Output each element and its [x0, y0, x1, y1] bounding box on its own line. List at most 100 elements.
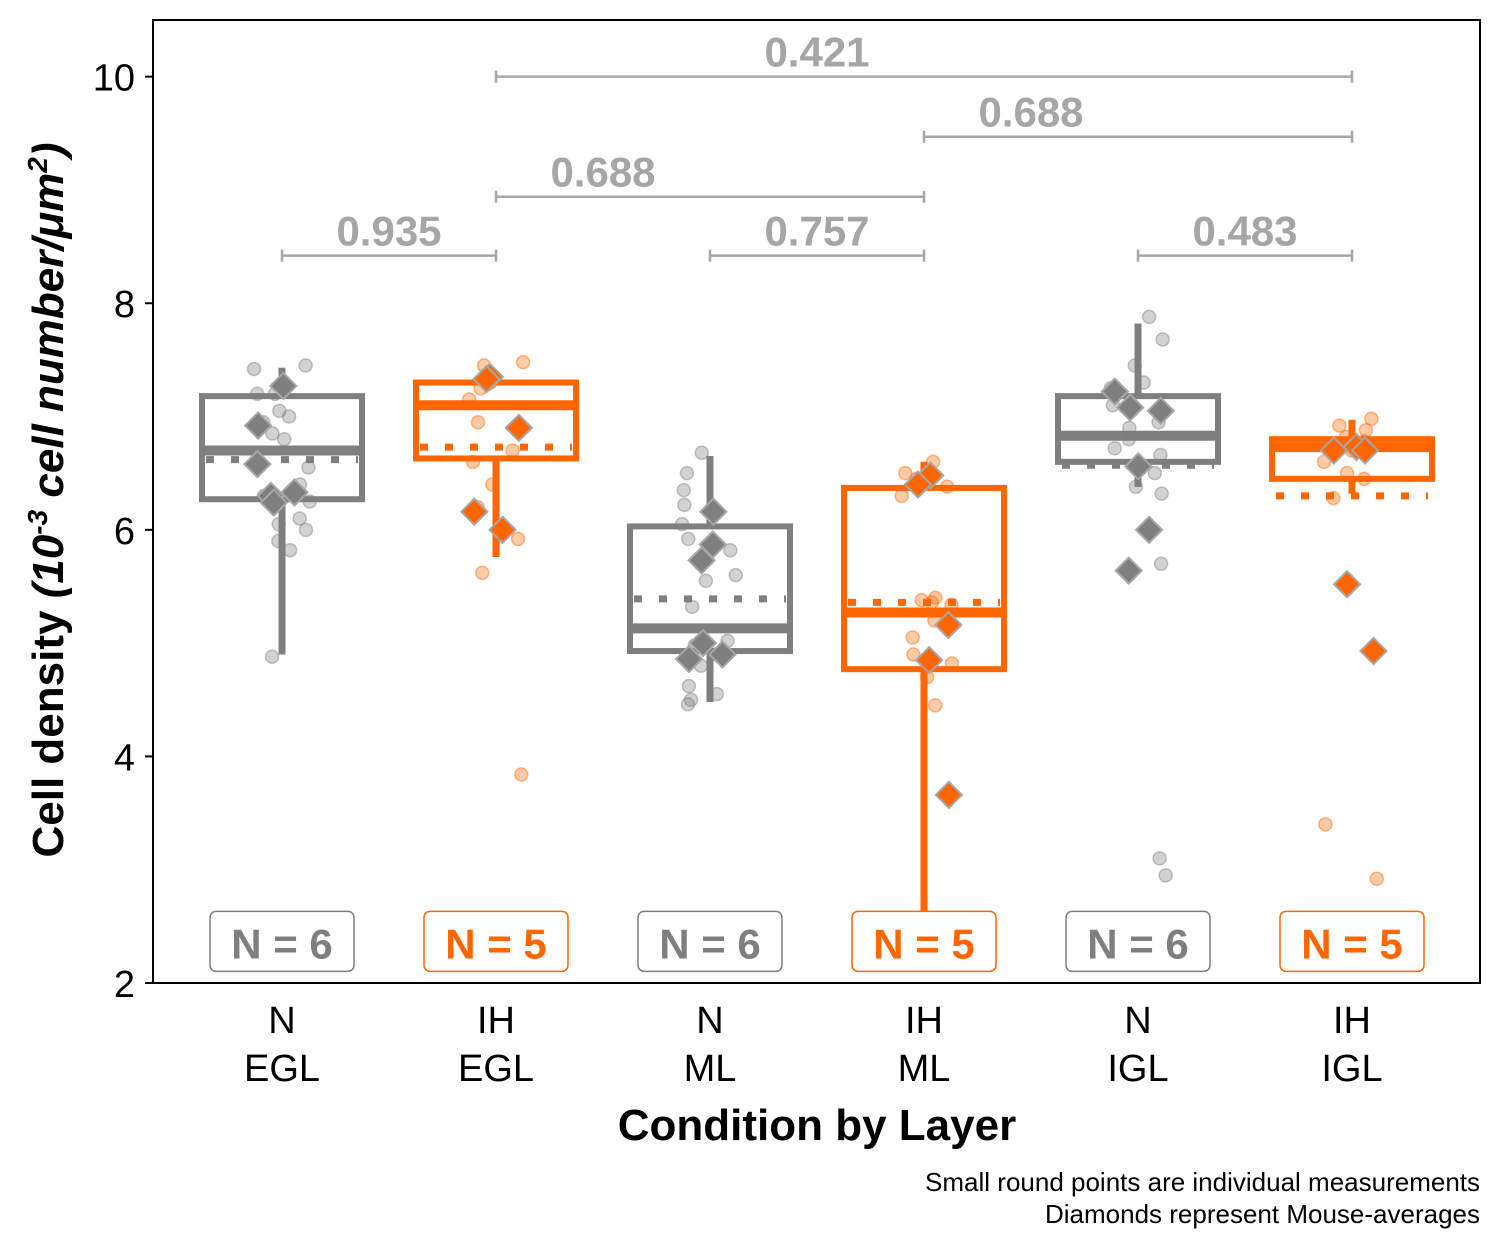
- x-tick-label-layer: EGL: [458, 1048, 534, 1090]
- measurement-point: [674, 516, 690, 532]
- measurement-point: [1107, 441, 1122, 456]
- x-tick-label-condition: N: [696, 1000, 723, 1042]
- p-value-label: 0.935: [336, 208, 441, 255]
- measurement-point: [1152, 851, 1167, 866]
- box: [841, 484, 1007, 673]
- measurement-point: [505, 443, 520, 458]
- measurement-point: [928, 698, 943, 713]
- measurement-point: [1155, 332, 1170, 347]
- measurement-point: [1153, 447, 1168, 463]
- comparison-brackets: 0.935 0.757 0.483 0.688 0.688 0.421: [280, 29, 1354, 262]
- mouse-average-diamond: [242, 449, 272, 479]
- y-tick-label: 6: [114, 511, 135, 553]
- measurement-point: [944, 597, 959, 612]
- mouse-average-diamond: [903, 470, 933, 499]
- measurement-point: [470, 414, 486, 430]
- measurement-point: [906, 647, 921, 662]
- x-tick-label-condition: N: [1124, 1000, 1151, 1042]
- mouse-average-diamond: [1350, 436, 1380, 465]
- measurement-point: [515, 354, 531, 370]
- measurement-point: [265, 426, 280, 441]
- n-label-box: [423, 910, 569, 973]
- x-axis-title: Condition by Layer: [618, 1101, 1016, 1150]
- n-label-box: [1065, 910, 1211, 973]
- measurement-point: [679, 465, 695, 481]
- p-value-label: 0.421: [764, 29, 869, 76]
- mouse-average-diamond: [1332, 569, 1362, 599]
- measurement-point: [1127, 358, 1143, 373]
- box-series: [199, 309, 1435, 932]
- measurement-point: [683, 692, 699, 708]
- p-value-label: 0.688: [978, 89, 1083, 136]
- measurement-point: [271, 533, 286, 549]
- x-tick-label-layer: ML: [898, 1048, 951, 1090]
- n-label-text: N = 6: [1087, 920, 1189, 967]
- box-group: [199, 358, 365, 664]
- mouse-average-diamond: [1134, 515, 1164, 545]
- mouse-average-diamond: [459, 497, 489, 527]
- x-tick-label-layer: IGL: [1107, 1048, 1168, 1090]
- y-tick-label: 2: [114, 964, 135, 1006]
- measurement-point: [898, 465, 913, 481]
- measurement-point: [514, 767, 529, 782]
- measurement-point: [1364, 411, 1379, 427]
- mouse-average-diamond: [243, 411, 273, 441]
- box-group: [841, 454, 1007, 932]
- plot-frame: [152, 19, 1481, 984]
- mouse-average-diamond: [674, 644, 704, 674]
- p-value-label: 0.757: [764, 208, 869, 255]
- n-label-text: N = 6: [231, 920, 333, 967]
- measurement-point: [694, 445, 710, 461]
- x-tick-label-layer: IGL: [1321, 1048, 1382, 1090]
- measurement-point: [264, 649, 280, 664]
- mouse-average-diamond: [1123, 451, 1153, 481]
- mouse-average-diamond: [687, 545, 717, 575]
- measurement-point: [298, 358, 313, 373]
- mouse-average-diamond: [708, 640, 737, 669]
- sample-size-labels: N = 6 N = 5 N = 6 N = 5 N = 6 N = 5: [209, 910, 1425, 973]
- n-label-box: [209, 910, 355, 973]
- measurement-point: [246, 361, 262, 377]
- measurement-point: [1369, 871, 1384, 887]
- measurement-point: [281, 409, 297, 424]
- x-tick-label-condition: IH: [477, 1000, 515, 1042]
- y-tick-label: 8: [114, 284, 135, 326]
- measurement-point: [510, 531, 526, 547]
- mouse-average-diamond: [472, 364, 501, 394]
- mouse-average-diamond: [1100, 377, 1130, 407]
- measurement-point: [1154, 486, 1169, 501]
- measurement-point: [1136, 375, 1151, 390]
- measurement-point: [944, 656, 960, 671]
- measurement-point: [681, 531, 696, 547]
- measurement-point: [928, 590, 943, 606]
- measurement-point: [271, 516, 286, 532]
- measurement-point: [684, 599, 700, 615]
- measurement-point: [680, 697, 696, 712]
- bracket: 0.483: [1136, 208, 1354, 262]
- measurement-point: [905, 630, 920, 645]
- box-group: [627, 445, 793, 712]
- chart-caption: Small round points are individual measur…: [580, 1166, 1480, 1230]
- x-axis: N EGL IH EGL N ML IH ML N IGL IH IGL: [244, 1000, 1383, 1090]
- measurement-point: [272, 403, 287, 419]
- measurement-point: [1332, 418, 1347, 433]
- caption-line-1: Small round points are individual measur…: [925, 1167, 1480, 1197]
- x-tick-label-condition: IH: [1333, 1000, 1371, 1042]
- mouse-average-diamond: [488, 515, 518, 545]
- p-value-label: 0.688: [550, 149, 655, 196]
- measurement-point: [1356, 471, 1372, 487]
- measurement-point: [292, 511, 307, 526]
- measurement-point: [894, 488, 910, 504]
- mouse-average-diamond: [280, 478, 309, 507]
- mouse-average-diamond: [1359, 636, 1388, 666]
- n-label-text: N = 6: [659, 920, 761, 967]
- y-tick-label: 10: [93, 58, 135, 100]
- mouse-average-diamond: [268, 371, 298, 401]
- n-label-text: N = 5: [873, 920, 975, 967]
- measurement-point: [939, 479, 955, 495]
- bracket: 0.688: [494, 149, 926, 203]
- mouse-average-diamond: [933, 610, 963, 640]
- mouse-average-diamond: [1146, 396, 1176, 426]
- n-label-box: [851, 910, 997, 973]
